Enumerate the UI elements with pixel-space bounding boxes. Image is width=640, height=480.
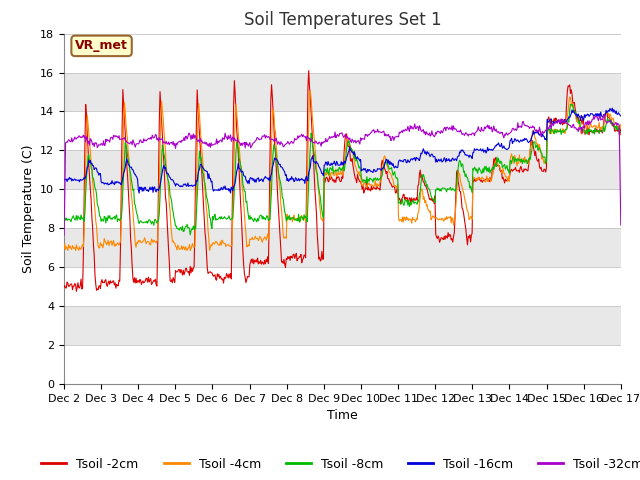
- X-axis label: Time: Time: [327, 409, 358, 422]
- Bar: [64, 34, 621, 72]
- Y-axis label: Soil Temperature (C): Soil Temperature (C): [22, 144, 35, 273]
- Title: Soil Temperatures Set 1: Soil Temperatures Set 1: [244, 11, 441, 29]
- Bar: [64, 306, 621, 345]
- Bar: [64, 150, 621, 189]
- Bar: [64, 228, 621, 267]
- Bar: [64, 345, 621, 384]
- Bar: [64, 189, 621, 228]
- Legend: Tsoil -2cm, Tsoil -4cm, Tsoil -8cm, Tsoil -16cm, Tsoil -32cm: Tsoil -2cm, Tsoil -4cm, Tsoil -8cm, Tsoi…: [36, 453, 640, 476]
- Bar: [64, 267, 621, 306]
- Bar: [64, 111, 621, 150]
- Text: VR_met: VR_met: [75, 39, 128, 52]
- Bar: [64, 72, 621, 111]
